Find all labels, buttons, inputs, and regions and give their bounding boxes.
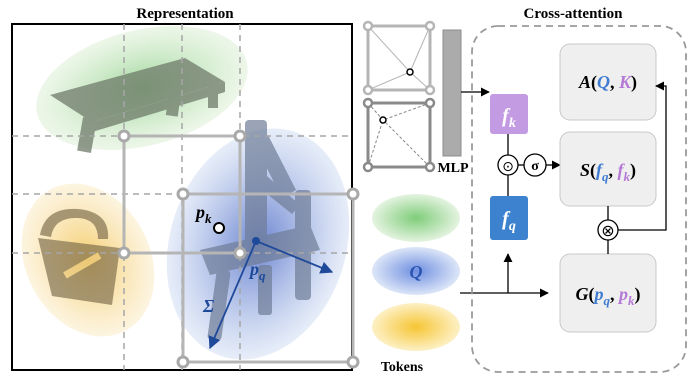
cross-attention-frame: [471, 25, 687, 373]
bag-silhouette: [38, 208, 120, 305]
svg-text:S(fq, fk): S(fq, fk): [580, 160, 636, 184]
mlp-label: MLP: [437, 161, 469, 176]
sigma-covariance-label: Σ: [202, 296, 214, 316]
dot-sigma-ops: ⊙ σ: [497, 134, 561, 196]
green-token: [372, 194, 460, 242]
p-q-label: pq: [248, 259, 266, 283]
lattice-icon-bottom: [362, 97, 436, 173]
multiply-op: [597, 219, 619, 241]
q-token-arrows: [460, 253, 549, 298]
lattice-icon-top: [362, 20, 436, 96]
chair-silhouette: [200, 120, 320, 341]
tokens-label: Tokens: [381, 360, 424, 375]
svg-text:fk: fk: [502, 105, 516, 131]
gray-lattice: [122, 134, 355, 364]
q-token-label: Q: [410, 262, 423, 282]
f-k-box: fk: [490, 94, 528, 134]
svg-text:A(Q, K): A(Q, K): [578, 72, 637, 93]
mlp-block: [442, 29, 462, 157]
svg-text:⊗: ⊗: [601, 221, 614, 240]
covariance-arrows: [208, 240, 334, 350]
cross-attention-title: Cross-attention: [524, 6, 624, 22]
similarity-box: S(fq, fk): [559, 131, 657, 207]
representation-panel: pk pq Σ: [11, 23, 360, 371]
blue-token: [372, 247, 460, 295]
yellow-token: [372, 303, 460, 351]
p-k-label: pk: [194, 202, 212, 226]
f-q-box: fq: [490, 196, 528, 240]
p-k-point: [213, 222, 225, 234]
lattice-nodes: [117, 129, 360, 369]
p-q-point: [252, 237, 260, 245]
svg-text:⊙: ⊙: [502, 159, 514, 175]
geometry-box: G(pq, pk): [559, 253, 657, 333]
multiply-connections: [607, 81, 667, 254]
svg-text:fq: fq: [502, 208, 516, 234]
attention-box: A(Q, K): [559, 43, 657, 121]
representation-title: Representation: [136, 6, 234, 22]
svg-text:σ: σ: [531, 159, 539, 174]
svg-text:G(pq, pk): G(pq, pk): [576, 284, 641, 308]
tokens-group: Q Tokens: [372, 194, 460, 375]
